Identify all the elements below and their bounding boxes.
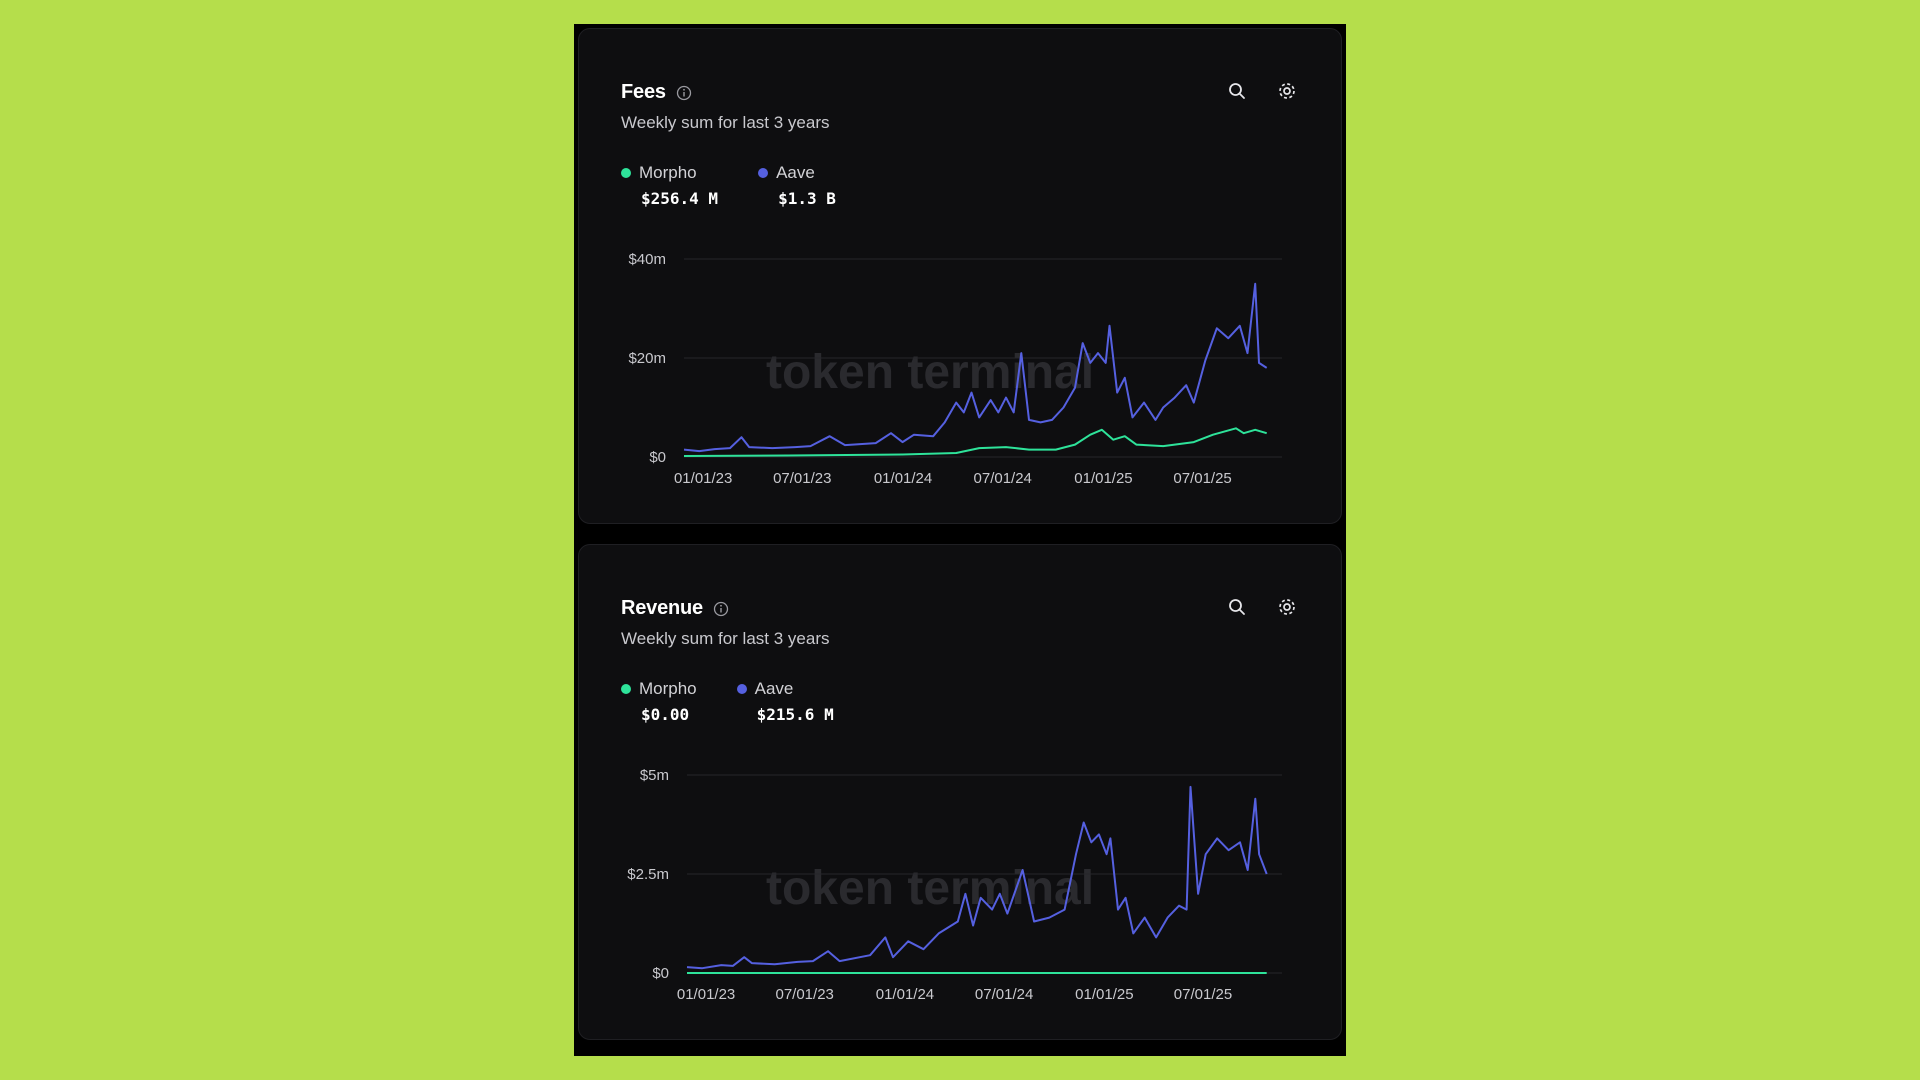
fees-subtitle: Weekly sum for last 3 years [621,113,830,132]
series-line-aave [683,282,1268,453]
dashboard-frame: Fees Weekly sum for last 3 years Morpho … [574,24,1346,1056]
x-tick-label: 01/01/23 [674,470,732,487]
legend-value-aave: $215.6 M [756,705,834,724]
legend-label-aave: Aave [754,679,794,698]
gear-icon[interactable] [1275,595,1299,619]
revenue-card: Revenue Weekly sum for last 3 years Morp… [578,544,1342,1040]
fees-legend: Morpho $256.4 M Aave $1.3 B [621,163,876,208]
legend-item-aave[interactable]: Aave $215.6 M [736,679,834,724]
fees-title-row: Fees [621,81,692,104]
y-tick-label: $0 [652,965,669,982]
revenue-toolbar [1225,595,1299,619]
x-tick-label: 07/01/25 [1174,986,1232,1003]
fees-title: Fees [621,81,666,103]
legend-label-aave: Aave [776,163,815,182]
legend-item-aave[interactable]: Aave $1.3 B [758,163,836,208]
x-tick-label: 07/01/23 [775,986,833,1003]
x-tick-label: 01/01/23 [677,986,735,1003]
morpho-dot [621,684,631,694]
x-tick-label: 01/01/25 [1075,986,1133,1003]
gear-icon[interactable] [1275,79,1299,103]
y-tick-label: $20m [628,350,666,367]
legend-label-morpho: Morpho [639,679,697,698]
x-tick-label: 01/01/24 [874,470,932,487]
legend-item-morpho[interactable]: Morpho $0.00 [621,679,697,724]
x-tick-label: 01/01/24 [876,986,934,1003]
x-tick-label: 07/01/24 [974,470,1032,487]
fees-chart: token terminal $0 $20m $40m 01/01/23 07/01/23… [628,251,1282,487]
y-tick-label: $40m [628,251,666,268]
series-line-morpho [683,427,1267,457]
legend-value-aave: $1.3 B [778,189,836,208]
aave-dot [736,684,747,694]
aave-dot [758,168,769,178]
search-icon[interactable] [1225,595,1249,619]
legend-value-morpho: $256.4 M [641,189,719,208]
x-tick-label: 07/01/25 [1173,470,1231,487]
x-tick-label: 07/01/24 [975,986,1033,1003]
fees-toolbar [1225,79,1299,103]
x-tick-label: 01/01/25 [1074,470,1132,487]
revenue-chart: token terminal $0 $2.5m $5m 01/01/23 07/01/23… [627,767,1282,1003]
watermark-text: token terminal [766,862,1094,915]
x-tick-label: 07/01/23 [773,470,831,487]
fees-card: Fees Weekly sum for last 3 years Morpho … [578,28,1342,524]
revenue-title-row: Revenue [621,597,729,620]
info-icon[interactable] [713,601,729,617]
revenue-title: Revenue [621,597,703,619]
info-icon[interactable] [676,85,692,101]
search-icon[interactable] [1225,79,1249,103]
revenue-subtitle: Weekly sum for last 3 years [621,629,830,648]
y-tick-label: $2.5m [627,866,669,883]
series-line-aave [686,785,1268,970]
revenue-legend: Morpho $0.00 Aave $215.6 M [621,679,874,724]
watermark-text: token terminal [766,346,1094,399]
legend-item-morpho[interactable]: Morpho $256.4 M [621,163,718,208]
y-tick-label: $0 [649,449,666,466]
legend-label-morpho: Morpho [639,163,697,182]
legend-value-morpho: $0.00 [641,705,690,724]
morpho-dot [621,168,631,178]
y-tick-label: $5m [640,767,669,784]
